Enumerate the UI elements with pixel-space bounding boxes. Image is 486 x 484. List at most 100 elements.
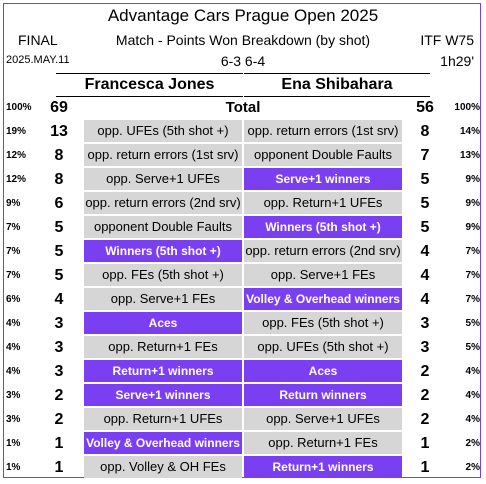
right-shot-label: opp. Serve+1 UFEs bbox=[244, 408, 402, 430]
right-shot-label: Winners (5th shot +) bbox=[244, 216, 402, 238]
right-pct: 2% bbox=[465, 462, 480, 473]
chart-title: Advantage Cars Prague Open 2025 bbox=[107, 6, 379, 25]
table-row: 7% 5 Winners (5th shot +) opp. return error… bbox=[0, 240, 486, 263]
total-left-value: 69 bbox=[50, 99, 68, 116]
left-value: 5 bbox=[54, 243, 64, 260]
table-row: 3% 2 Serve+1 winners Return winners 2 4% bbox=[0, 384, 486, 407]
right-pct: 9% bbox=[465, 222, 480, 233]
right-shot-label: opp. return errors (2nd srv) bbox=[244, 240, 402, 262]
left-value: 6 bbox=[54, 195, 64, 212]
right-value: 2 bbox=[420, 387, 430, 404]
right-pct: 4% bbox=[465, 390, 480, 401]
left-shot-label: opp. Serve+1 UFEs bbox=[84, 168, 242, 190]
table-row: 4% 3 Return+1 winners Aces 2 4% bbox=[0, 360, 486, 383]
right-pct: 13% bbox=[459, 150, 480, 161]
table-frame bbox=[3, 3, 481, 478]
right-pct: 9% bbox=[465, 198, 480, 209]
total-label: Total bbox=[225, 99, 261, 116]
left-value: 8 bbox=[54, 171, 64, 188]
player-right-name: Ena Shibahara bbox=[244, 73, 430, 97]
left-shot-label: opp. return errors (2nd srv) bbox=[84, 192, 242, 214]
left-shot-label: Volley & Overhead winners bbox=[84, 432, 242, 454]
left-pct: 4% bbox=[6, 318, 21, 329]
right-value: 5 bbox=[420, 195, 430, 212]
right-value: 5 bbox=[420, 219, 430, 236]
left-value: 13 bbox=[50, 123, 68, 140]
left-shot-label: opp. Serve+1 FEs bbox=[84, 288, 242, 310]
score-label: 6-3 6-4 bbox=[220, 53, 266, 69]
date-label: 2025.MAY.11 bbox=[6, 54, 70, 66]
right-shot-label: Volley & Overhead winners bbox=[244, 288, 402, 310]
left-pct: 7% bbox=[6, 246, 21, 257]
right-pct: 4% bbox=[465, 366, 480, 377]
duration-label: 1h29' bbox=[440, 53, 474, 69]
right-shot-label: opp. UFEs (5th shot +) bbox=[244, 336, 402, 358]
right-shot-label: opp. return errors (1st srv) bbox=[244, 120, 402, 142]
left-shot-label: Return+1 winners bbox=[84, 360, 242, 382]
players-row: Francesca Jones Ena Shibahara bbox=[0, 73, 486, 97]
left-pct: 4% bbox=[6, 366, 21, 377]
table-row: 12% 8 opp. Serve+1 UFEs Serve+1 winners 5 9% bbox=[0, 168, 486, 191]
table-row: 19% 13 opp. UFEs (5th shot +) opp. return e… bbox=[0, 120, 486, 143]
right-pct: 14% bbox=[459, 126, 480, 137]
left-pct: 12% bbox=[6, 150, 27, 161]
right-pct: 7% bbox=[465, 294, 480, 305]
table-row: 4% 3 opp. Return+1 FEs opp. UFEs (5th shot … bbox=[0, 336, 486, 359]
left-shot-label: opp. return errors (1st srv) bbox=[84, 144, 242, 166]
table-row: 4% 3 Aces opp. FEs (5th shot +) 3 5% bbox=[0, 312, 486, 335]
left-value: 1 bbox=[54, 459, 64, 476]
total-right-pct: 100% bbox=[454, 102, 480, 113]
right-value: 1 bbox=[420, 435, 430, 452]
left-shot-label: opp. UFEs (5th shot +) bbox=[84, 120, 242, 142]
left-value: 5 bbox=[54, 267, 64, 284]
right-shot-label: Aces bbox=[244, 360, 402, 382]
left-value: 2 bbox=[54, 411, 64, 428]
table-row: 1% 1 opp. Volley & OH FEs Return+1 winners 1… bbox=[0, 456, 486, 479]
left-shot-label: opponent Double Faults bbox=[84, 216, 242, 238]
right-pct: 7% bbox=[465, 246, 480, 257]
left-shot-label: Serve+1 winners bbox=[84, 384, 242, 406]
right-pct: 4% bbox=[465, 414, 480, 425]
right-shot-label: Return winners bbox=[244, 384, 402, 406]
table-row: 9% 6 opp. return errors (2nd srv) opp. Retu… bbox=[0, 192, 486, 215]
left-pct: 3% bbox=[6, 390, 21, 401]
right-pct: 5% bbox=[465, 318, 480, 329]
right-value: 3 bbox=[420, 315, 430, 332]
right-value: 2 bbox=[420, 363, 430, 380]
table-row: 7% 5 opponent Double Faults Winners (5th sh… bbox=[0, 216, 486, 239]
right-value: 1 bbox=[420, 459, 430, 476]
total-row: 100% 69 Total 56 100% bbox=[0, 96, 486, 119]
right-pct: 7% bbox=[465, 270, 480, 281]
total-right-value: 56 bbox=[416, 99, 434, 116]
right-value: 4 bbox=[420, 243, 430, 260]
left-shot-label: opp. Return+1 FEs bbox=[84, 336, 242, 358]
right-pct: 2% bbox=[465, 438, 480, 449]
table-row: 3% 2 opp. Return+1 UFEs opp. Serve+1 UFEs 2 4… bbox=[0, 408, 486, 431]
left-pct: 3% bbox=[6, 414, 21, 425]
left-value: 5 bbox=[54, 219, 64, 236]
table-row: 12% 8 opp. return errors (1st srv) opponent… bbox=[0, 144, 486, 167]
table-row: 1% 1 Volley & Overhead winners opp. Return+… bbox=[0, 432, 486, 455]
left-value: 3 bbox=[54, 339, 64, 356]
table-row: 7% 5 opp. FEs (5th shot +) opp. Serve+1 FEs… bbox=[0, 264, 486, 287]
subheader-row: FINAL Match - Points Won Breakdown (by s… bbox=[0, 32, 486, 52]
right-shot-label: opp. Return+1 FEs bbox=[244, 432, 402, 454]
table-row: 6% 4 opp. Serve+1 FEs Volley & Overhead win… bbox=[0, 288, 486, 311]
right-value: 8 bbox=[420, 123, 430, 140]
right-value: 3 bbox=[420, 339, 430, 356]
left-pct: 9% bbox=[6, 198, 21, 209]
left-pct: 1% bbox=[6, 438, 21, 449]
right-value: 2 bbox=[420, 411, 430, 428]
left-pct: 4% bbox=[6, 342, 21, 353]
player-left-name: Francesca Jones bbox=[56, 73, 243, 97]
chart-subtitle: Match - Points Won Breakdown (by shot) bbox=[115, 32, 371, 48]
left-pct: 6% bbox=[6, 294, 21, 305]
right-shot-label: opp. FEs (5th shot +) bbox=[244, 312, 402, 334]
left-pct: 7% bbox=[6, 270, 21, 281]
left-value: 8 bbox=[54, 147, 64, 164]
left-pct: 19% bbox=[6, 126, 27, 137]
left-value: 3 bbox=[54, 363, 64, 380]
left-shot-label: opp. Volley & OH FEs bbox=[84, 456, 242, 478]
left-shot-label: opp. Return+1 UFEs bbox=[84, 408, 242, 430]
left-pct: 7% bbox=[6, 222, 21, 233]
